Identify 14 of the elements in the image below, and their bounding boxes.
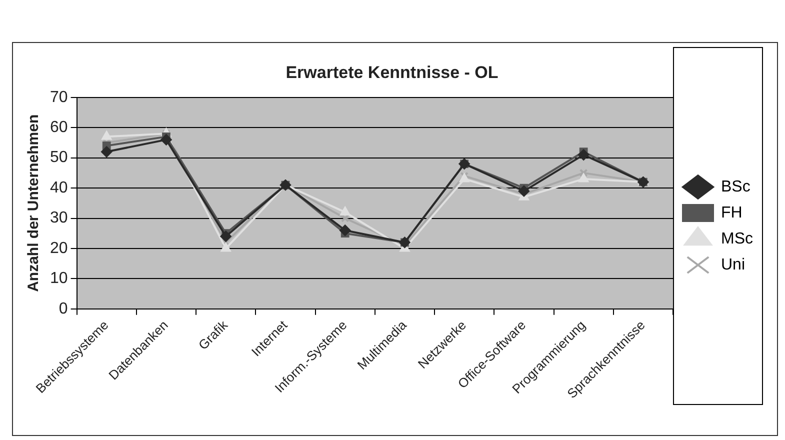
- y-tick-label: 50: [50, 149, 68, 166]
- legend-label: MSc: [721, 230, 753, 248]
- legend-label: BSc: [721, 178, 750, 196]
- y-tick-label: 40: [50, 179, 68, 196]
- y-tick-label: 60: [50, 119, 68, 136]
- y-tick-label: 20: [50, 240, 68, 257]
- y-tick-label: 0: [58, 300, 68, 318]
- legend-label: Uni: [721, 256, 746, 274]
- y-axis-title: Anzahl der Unternehmen: [25, 114, 42, 292]
- y-tick-label: 30: [50, 210, 68, 227]
- y-tick-label: 10: [50, 270, 68, 288]
- legend-label: FH: [721, 204, 742, 222]
- chart-title: Erwartete Kenntnisse - OL: [286, 62, 498, 82]
- y-tick-label: 70: [50, 88, 68, 106]
